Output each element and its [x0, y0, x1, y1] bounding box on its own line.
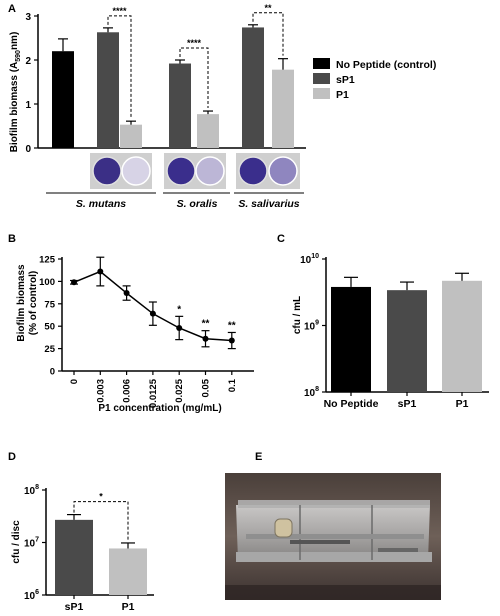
- panel-d-y-tick-label: 107: [24, 537, 39, 550]
- panel-d-y-tick-label: 108: [24, 484, 39, 497]
- panel-d-x-tick-label: sP1: [65, 601, 84, 613]
- panel-c-y-tick-label: 1010: [300, 253, 319, 266]
- panel-b-y-tick-label: 25: [44, 344, 55, 355]
- panel-b-axes: 0 25 50 75 100 125 0 0.003 0.006 0.0125 0.025 0.05 0…: [39, 255, 254, 408]
- panel-a-y-tick-label: 2: [25, 56, 31, 67]
- panel-a-y-tick-label: 1: [25, 100, 31, 111]
- panel-a-bar: [97, 32, 119, 148]
- panel-d-bars: sP1 P1 *: [55, 492, 147, 613]
- panel-b: B Biofilm biomass (% of control) 0 25 50 75…: [8, 233, 254, 414]
- legend-swatch: [313, 58, 330, 69]
- panel-b-x-tick-label: 0.0125: [148, 378, 159, 408]
- panel-b-point: [176, 324, 183, 331]
- panel-letter-e: E: [255, 451, 262, 463]
- panel-a-well-images: [90, 153, 300, 189]
- panel-d-x-tick-label: P1: [122, 601, 135, 613]
- panel-b-x-tick-label: 0.1: [227, 378, 238, 392]
- panel-b-x-tick-label: 0.05: [201, 378, 212, 397]
- well-image-s-mutans: [90, 153, 152, 189]
- panel-b-x-tick-label: 0: [69, 379, 80, 384]
- group-label-s-oralis: S. oralis: [177, 198, 218, 210]
- panel-b-point: [71, 279, 77, 286]
- panel-b-point: [123, 290, 130, 297]
- panel-b-point: [228, 337, 235, 344]
- panel-c-bar: [387, 290, 427, 392]
- panel-c-bar: [331, 286, 371, 392]
- panel-a-bar: [52, 51, 74, 149]
- panel-d-bar: [55, 519, 93, 595]
- legend-entry: sP1: [336, 74, 355, 86]
- panel-a-significance-bracket: [252, 12, 284, 56]
- panel-d-y-axis-label: cfu / disc: [11, 520, 22, 564]
- panel-c-y-tick-label: 109: [304, 320, 319, 333]
- panel-b-y-tick-label: 100: [39, 277, 55, 288]
- panel-b-y-tick-label: 75: [44, 299, 55, 310]
- panel-a-group-labels: S. mutans S. oralis S. salivarius: [46, 192, 304, 210]
- panel-b-significance: **: [228, 320, 236, 331]
- panel-a-y-tick-label: 0: [25, 144, 31, 155]
- panel-b-point: [149, 310, 156, 317]
- panel-letter-d: D: [8, 451, 16, 463]
- panel-a-significance-label: **: [264, 3, 272, 13]
- flow-cell-photo: [225, 473, 441, 600]
- panel-a-significance-label: ****: [112, 6, 127, 16]
- panel-d-significance-label: *: [99, 492, 103, 502]
- panel-a-y-tick-label: 3: [25, 12, 31, 23]
- panel-b-y-axis-label-line2: (% of control): [28, 271, 39, 335]
- panel-e: E: [225, 451, 441, 600]
- well-image-s-salivarius: [236, 153, 300, 189]
- well-image-s-oralis: [164, 153, 226, 189]
- legend-swatch: [313, 88, 330, 99]
- panel-d-y-tick-label: 106: [24, 589, 39, 602]
- legend-entry: P1: [336, 89, 349, 101]
- panel-c-x-tick-label: sP1: [398, 398, 417, 410]
- panel-c-bars: No Peptide sP1 P1: [324, 272, 482, 410]
- panel-a-significance-bracket: [179, 47, 209, 109]
- panel-letter-a: A: [8, 3, 16, 15]
- panel-a-bar: [169, 63, 191, 148]
- panel-b-x-tick-label: 0.003: [95, 379, 106, 403]
- panel-a-significance-bracket: [107, 15, 132, 119]
- panel-b-y-tick-label: 50: [44, 322, 55, 333]
- panel-a-y-axis-label: Biofilm biomass (A590nm): [9, 32, 22, 153]
- legend-entry: No Peptide (control): [336, 59, 436, 71]
- panel-c-x-tick-label: P1: [456, 398, 469, 410]
- panel-d-significance-bracket: [73, 501, 129, 541]
- panel-a-bar: [120, 124, 142, 148]
- legend-swatch: [313, 73, 330, 84]
- panel-a-bar: [272, 69, 294, 148]
- panel-letter-c: C: [277, 233, 285, 245]
- group-label-s-salivarius: S. salivarius: [238, 198, 299, 210]
- panel-d-bar: [109, 548, 147, 595]
- panel-d: D cfu / disc 106 107 108 sP1 P1 *: [8, 451, 154, 613]
- panel-b-x-tick-label: 0.006: [122, 379, 133, 403]
- panel-b-y-axis-label-line1: Biofilm biomass: [16, 264, 27, 342]
- panel-c-y-tick-label: 108: [304, 386, 319, 399]
- panel-c-bar: [442, 280, 482, 392]
- panel-b-point: [97, 268, 104, 275]
- panel-a-legend: No Peptide (control) sP1 P1: [313, 58, 436, 101]
- panel-b-x-axis-label: P1 concentration (mg/mL): [98, 403, 221, 414]
- panel-a-bars: **********: [52, 3, 294, 149]
- panel-a-bar: [242, 27, 264, 148]
- panel-a-bar: [197, 114, 219, 148]
- group-label-s-mutans: S. mutans: [76, 198, 126, 210]
- panel-c-x-tick-label: No Peptide: [324, 398, 379, 410]
- panel-b-point: [202, 335, 209, 342]
- panel-b-line-series: *** **: [70, 256, 236, 350]
- panel-letter-b: B: [8, 233, 16, 245]
- panel-b-significance: **: [202, 319, 210, 330]
- panel-b-x-tick-label: 0.025: [174, 378, 185, 402]
- panel-c: C cfu / mL 108 109 1010 No Peptide sP1 P1: [277, 233, 489, 410]
- panel-b-y-tick-label: 125: [39, 255, 56, 266]
- panel-b-y-tick-label: 0: [50, 367, 55, 378]
- panel-b-significance: *: [177, 304, 181, 315]
- panel-c-y-axis-label: cfu / mL: [292, 296, 303, 334]
- panel-a-significance-label: ****: [187, 38, 202, 48]
